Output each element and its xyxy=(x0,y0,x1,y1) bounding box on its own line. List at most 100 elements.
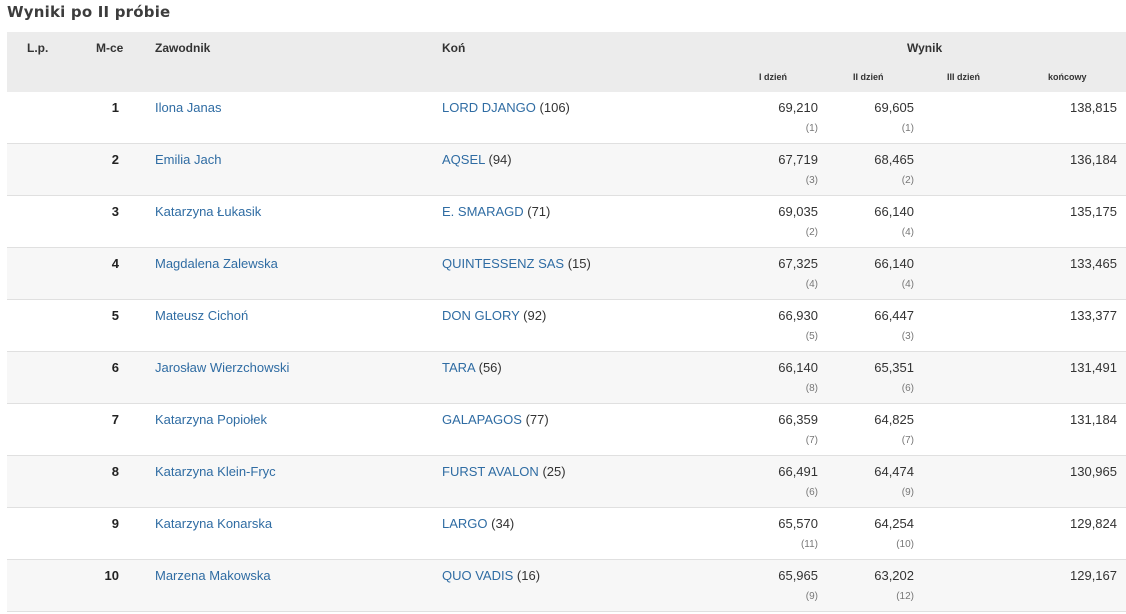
day1-score: 66,359 xyxy=(778,412,818,427)
rider-link[interactable]: Jarosław Wierzchowski xyxy=(155,360,290,375)
day1-score: 66,491 xyxy=(778,464,818,479)
rider-link[interactable]: Emilia Jach xyxy=(155,152,222,167)
rider-link[interactable]: Ilona Janas xyxy=(155,100,222,115)
day2-rank: (10) xyxy=(896,539,914,550)
day1-score: 65,965 xyxy=(778,568,818,583)
horse-link[interactable]: E. SMARAGD xyxy=(442,204,524,219)
rider-link[interactable]: Mateusz Cichoń xyxy=(155,308,249,323)
day2-score: 64,254 xyxy=(874,516,914,531)
horse-link[interactable]: QUINTESSENZ SAS xyxy=(442,256,565,271)
table-row: 7 Katarzyna Popiołek GALAPAGOS (77) 66,3… xyxy=(7,404,1126,456)
table-row: 5 Mateusz Cichoń DON GLORY (92) 66,930 (… xyxy=(7,300,1126,352)
horse-link[interactable]: FURST AVALON xyxy=(442,464,539,479)
day2-score: 65,351 xyxy=(874,360,914,375)
table-row: 3 Katarzyna Łukasik E. SMARAGD (71) 69,0… xyxy=(7,196,1126,248)
horse-number: (16) xyxy=(516,568,541,583)
horse-link[interactable]: DON GLORY xyxy=(442,308,520,323)
day2-rank: (12) xyxy=(896,591,914,602)
day1-score: 67,325 xyxy=(778,256,818,271)
horse-number: (94) xyxy=(488,152,512,167)
horse-link[interactable]: QUO VADIS xyxy=(442,568,514,583)
place-cell: 4 xyxy=(111,256,119,271)
day1-rank: (7) xyxy=(805,435,818,446)
horse-number: (34) xyxy=(491,516,515,531)
day2-rank: (4) xyxy=(901,279,914,290)
header-result: Wynik xyxy=(907,41,943,55)
horse-link[interactable]: AQSEL xyxy=(442,152,485,167)
place-cell: 5 xyxy=(111,308,119,323)
final-score: 133,465 xyxy=(1070,256,1117,271)
day1-score: 65,570 xyxy=(778,516,818,531)
horse-cell: GALAPAGOS (77) xyxy=(442,412,549,427)
table-bottom-divider xyxy=(7,611,1126,612)
place-cell: 9 xyxy=(111,516,119,531)
rider-link[interactable]: Katarzyna Łukasik xyxy=(155,204,262,219)
final-score: 131,184 xyxy=(1070,412,1117,427)
place-cell: 7 xyxy=(111,412,119,427)
horse-cell: DON GLORY (92) xyxy=(442,308,546,323)
horse-link[interactable]: LARGO xyxy=(442,516,488,531)
day1-rank: (3) xyxy=(805,175,818,186)
results-table: L.p. M-ce Zawodnik Koń Wynik I dzień II … xyxy=(7,32,1126,612)
day2-rank: (2) xyxy=(901,175,914,186)
header-final: końcowy xyxy=(1048,72,1087,82)
horse-link[interactable]: LORD DJANGO xyxy=(442,100,536,115)
day2-rank: (4) xyxy=(901,227,914,238)
header-horse: Koń xyxy=(442,41,466,55)
day1-rank: (8) xyxy=(805,383,818,394)
table-row: 1 Ilona Janas LORD DJANGO (106) 69,210 (… xyxy=(7,92,1126,144)
horse-link[interactable]: TARA xyxy=(442,360,475,375)
place-cell: 3 xyxy=(111,204,119,219)
horse-number: (56) xyxy=(478,360,502,375)
day2-rank: (7) xyxy=(901,435,914,446)
page-title: Wyniki po II próbie xyxy=(7,3,171,21)
day2-score: 64,474 xyxy=(874,464,914,479)
day1-rank: (6) xyxy=(805,487,818,498)
day2-rank: (6) xyxy=(901,383,914,394)
horse-cell: FURST AVALON (25) xyxy=(442,464,566,479)
day2-score: 63,202 xyxy=(874,568,914,583)
day2-score: 66,140 xyxy=(874,256,914,271)
table-body: 1 Ilona Janas LORD DJANGO (106) 69,210 (… xyxy=(7,92,1126,612)
rider-link[interactable]: Katarzyna Popiołek xyxy=(155,412,268,427)
rider-link[interactable]: Katarzyna Konarska xyxy=(155,516,273,531)
day2-rank: (1) xyxy=(901,123,914,134)
horse-number: (106) xyxy=(539,100,570,115)
horse-number: (77) xyxy=(525,412,549,427)
horse-cell: E. SMARAGD (71) xyxy=(442,204,550,219)
horse-cell: LORD DJANGO (106) xyxy=(442,100,570,115)
day1-rank: (11) xyxy=(800,539,818,550)
day2-score: 66,447 xyxy=(874,308,914,323)
final-score: 129,824 xyxy=(1070,516,1117,531)
table-row: 6 Jarosław Wierzchowski TARA (56) 66,140… xyxy=(7,352,1126,404)
day1-rank: (9) xyxy=(805,591,818,602)
final-score: 138,815 xyxy=(1070,100,1117,115)
day1-score: 67,719 xyxy=(778,152,818,167)
table-row: 9 Katarzyna Konarska LARGO (34) 65,570 (… xyxy=(7,508,1126,560)
rider-link[interactable]: Magdalena Zalewska xyxy=(155,256,278,271)
header-lp: L.p. xyxy=(27,41,49,55)
horse-cell: QUO VADIS (16) xyxy=(442,568,540,583)
final-score: 135,175 xyxy=(1070,204,1117,219)
table-row: 2 Emilia Jach AQSEL (94) 67,719 (3) 68,4… xyxy=(7,144,1126,196)
rider-link[interactable]: Katarzyna Klein-Fryc xyxy=(155,464,276,479)
place-cell: 8 xyxy=(111,464,119,479)
table-row: 8 Katarzyna Klein-Fryc FURST AVALON (25)… xyxy=(7,456,1126,508)
header-day3: III dzień xyxy=(947,72,981,82)
day2-score: 69,605 xyxy=(874,100,914,115)
day1-rank: (5) xyxy=(805,331,818,342)
day1-rank: (2) xyxy=(805,227,818,238)
rider-link[interactable]: Marzena Makowska xyxy=(155,568,271,583)
header-place: M-ce xyxy=(96,41,124,55)
final-score: 130,965 xyxy=(1070,464,1117,479)
day1-rank: (1) xyxy=(805,123,818,134)
horse-number: (92) xyxy=(523,308,547,323)
day1-score: 66,140 xyxy=(778,360,818,375)
final-score: 129,167 xyxy=(1070,568,1117,583)
final-score: 133,377 xyxy=(1070,308,1117,323)
table-row: 4 Magdalena Zalewska QUINTESSENZ SAS (15… xyxy=(7,248,1126,300)
horse-link[interactable]: GALAPAGOS xyxy=(442,412,522,427)
day1-rank: (4) xyxy=(805,279,818,290)
header-rider: Zawodnik xyxy=(155,41,211,55)
day2-score: 64,825 xyxy=(874,412,914,427)
